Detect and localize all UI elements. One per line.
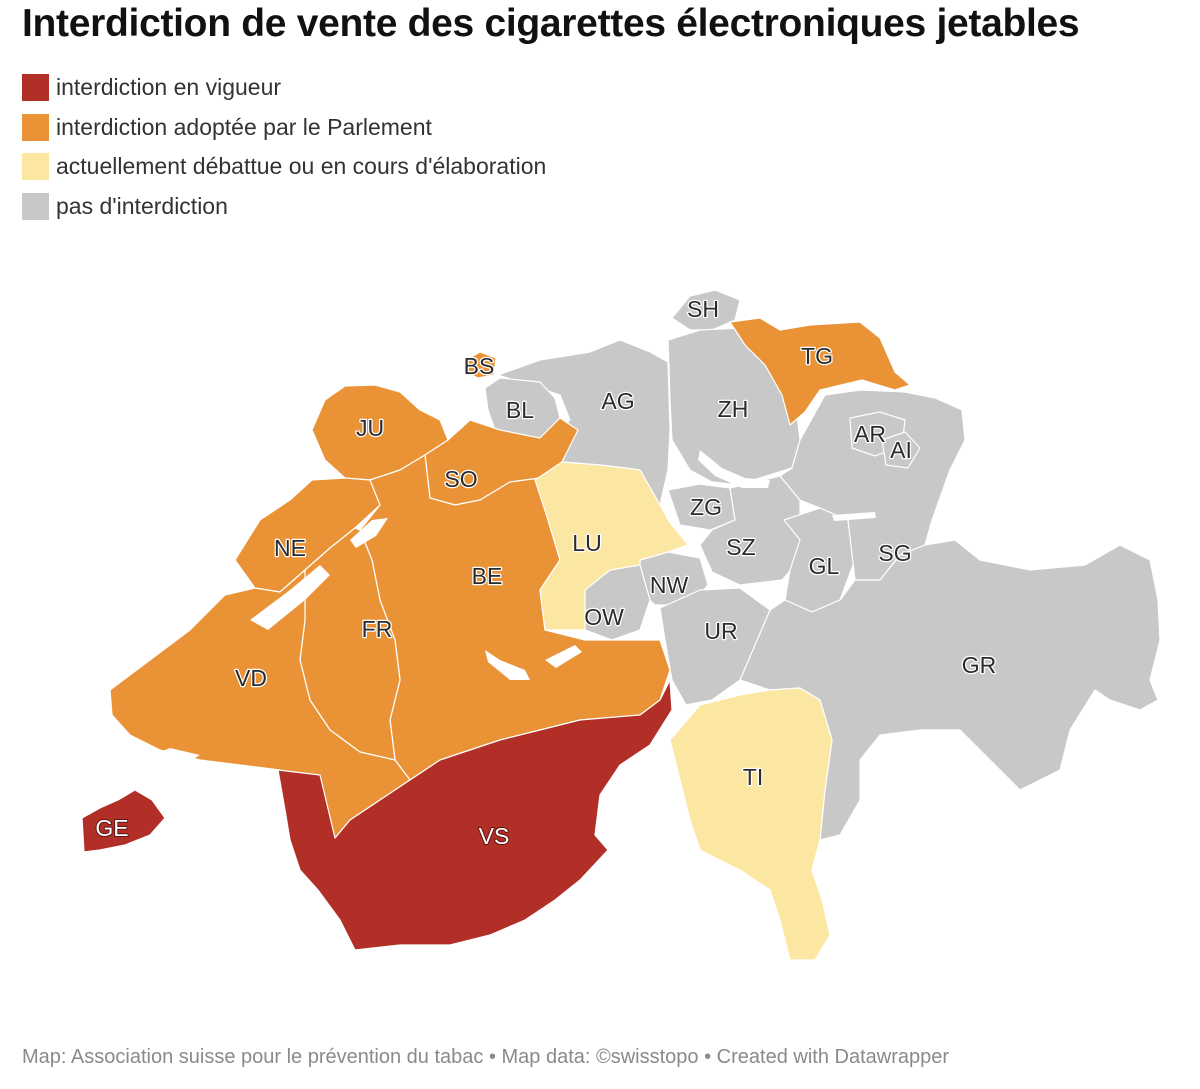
legend-swatch [22, 153, 49, 181]
canton-label-so: SO [444, 466, 477, 492]
legend-label: pas d'interdiction [56, 192, 228, 219]
legend-item-adopted: interdiction adoptée par le Parlement [22, 108, 546, 148]
canton-label-bl: BL [506, 397, 534, 423]
canton-GR[interactable] [739, 539, 1161, 841]
canton-label-ar: AR [854, 421, 886, 447]
canton-label-fr: FR [362, 616, 393, 642]
canton-SH[interactable] [671, 289, 741, 331]
legend: interdiction en vigueur interdiction ado… [22, 68, 546, 226]
canton-label-bs: BS [464, 353, 495, 379]
canton-label-ti: TI [743, 764, 763, 790]
canton-label-nw: NW [650, 572, 689, 598]
legend-label: interdiction en vigueur [56, 74, 282, 101]
lake-brienz [545, 645, 582, 668]
map-title: Interdiction de vente des cigarettes éle… [22, 2, 1080, 45]
canton-label-gr: GR [962, 652, 997, 678]
canton-TG[interactable] [729, 317, 911, 426]
canton-BS[interactable] [465, 351, 497, 379]
canton-label-vs: VS [479, 823, 510, 849]
canton-label-ju: JU [356, 415, 384, 441]
map-credits: Map: Association suisse pour le préventi… [22, 1046, 950, 1068]
canton-label-ge: GE [95, 815, 128, 841]
canton-label-ai: AI [890, 437, 912, 463]
canton-LU[interactable] [534, 461, 689, 631]
lake-zurich [698, 450, 770, 488]
legend-label: actuellement débattue ou en cours d'élab… [56, 153, 547, 180]
canton-AI[interactable] [881, 431, 921, 469]
legend-item-no-ban: pas d'interdiction [22, 187, 546, 227]
canton-label-tg: TG [801, 343, 833, 369]
lake-geneva [118, 748, 200, 780]
canton-label-sh: SH [687, 296, 719, 322]
legend-item-in-force: interdiction en vigueur [22, 68, 546, 108]
canton-label-sg: SG [878, 540, 911, 566]
canton-GE[interactable] [81, 789, 166, 853]
lake-biel [350, 518, 388, 548]
lake-thun [485, 650, 530, 680]
legend-label: interdiction adoptée par le Parlement [56, 113, 432, 140]
legend-item-debated: actuellement débattue ou en cours d'élab… [22, 147, 546, 187]
canton-UR[interactable] [659, 587, 771, 706]
canton-label-zg: ZG [690, 494, 722, 520]
legend-swatch [22, 113, 49, 141]
canton-VD[interactable] [109, 569, 411, 839]
lake-neuchatel [250, 565, 330, 630]
lake-walen [832, 512, 876, 521]
canton-label-sz: SZ [726, 534, 755, 560]
legend-swatch [22, 192, 49, 220]
canton-label-gl: GL [809, 553, 840, 579]
canton-label-be: BE [472, 563, 503, 589]
canton-label-lu: LU [572, 530, 601, 556]
canton-label-ow: OW [584, 604, 624, 630]
canton-TI[interactable] [669, 687, 833, 961]
legend-swatch [22, 74, 49, 102]
canton-label-vd: VD [235, 665, 267, 691]
canton-label-ur: UR [704, 618, 737, 644]
canton-label-ag: AG [601, 388, 634, 414]
canton-label-zh: ZH [718, 396, 749, 422]
canton-VS[interactable] [277, 679, 673, 951]
canton-label-ne: NE [274, 535, 306, 561]
